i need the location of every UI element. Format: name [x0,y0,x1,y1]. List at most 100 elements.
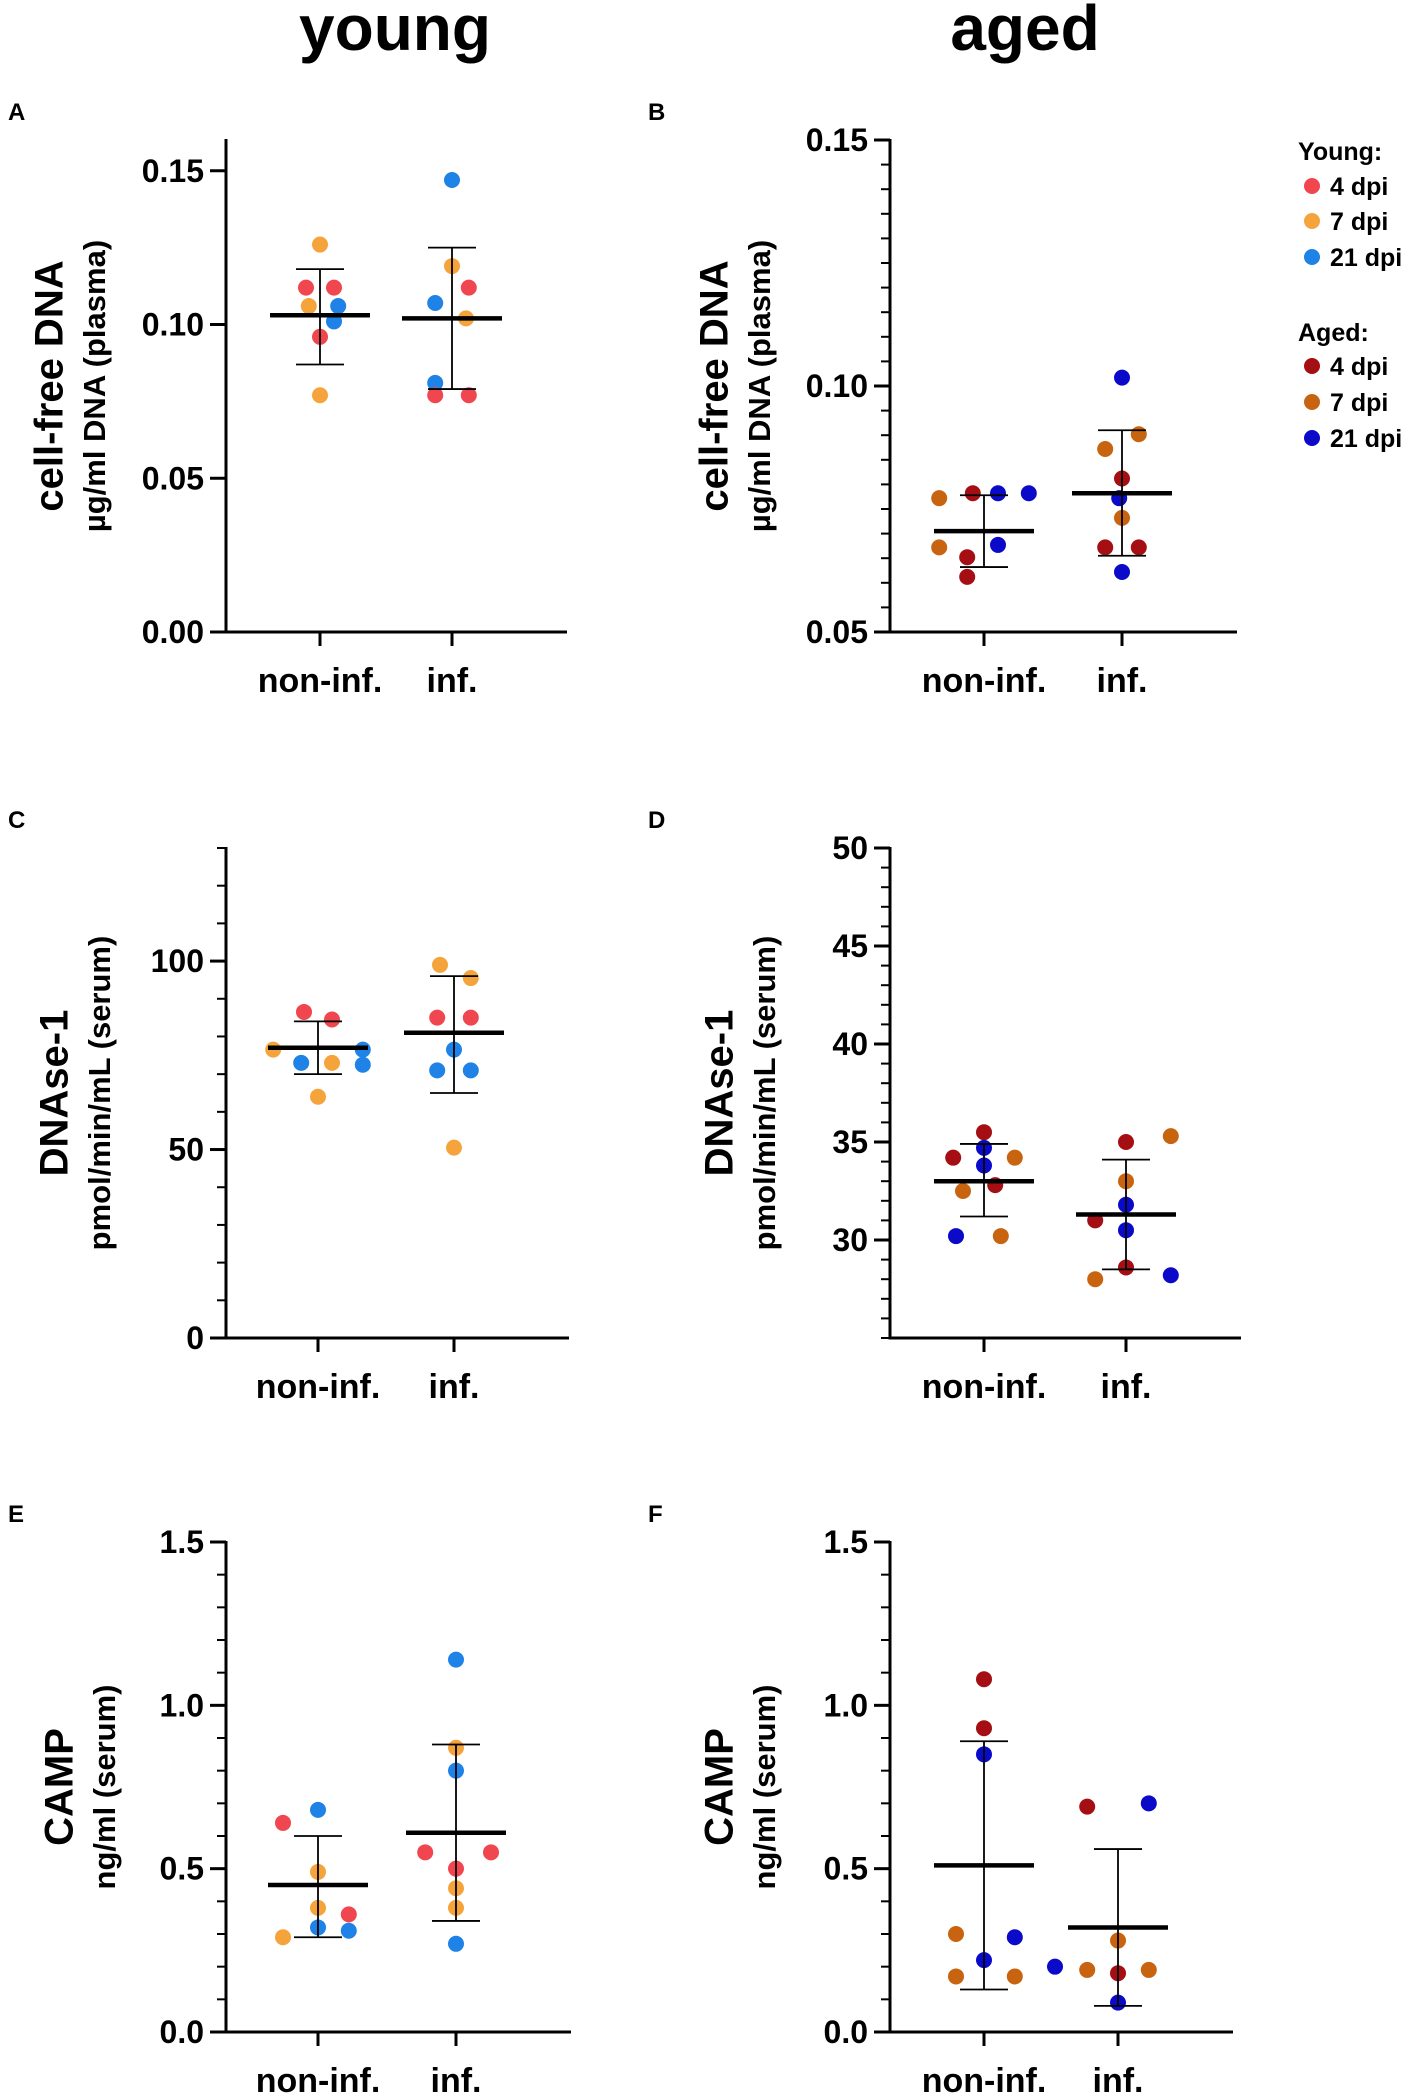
data-point-aged-21dpi [990,485,1006,502]
legend-aged-7dpi-label: 7 dpi [1330,389,1388,417]
y-tick-label: 0.00 [142,614,204,650]
data-point-young-21dpi [354,1056,371,1073]
data-point-aged-4dpi [1118,1134,1134,1150]
legend: Young: 4 dpi 7 dpi 21 dpi Aged: 4 dpi 7 … [1298,138,1402,453]
x-category-label: non-inf. [922,2062,1047,2093]
data-point-young-7dpi [432,956,448,973]
data-point-young-21dpi [293,1054,310,1071]
data-point-young-21dpi [448,1651,464,1668]
y-tick-label: 40 [832,1026,868,1062]
panel-e: E 0.0 0.5 1.0 1.5 non-inf. inf. CAMP ng/ml (seru… [8,1501,571,2093]
data-point-aged-21dpi [1047,1958,1063,1975]
y-axis-label: cell-free DNA [693,260,737,511]
data-point-aged-21dpi [1020,485,1037,502]
y-tick-label: 1.0 [160,1687,204,1723]
panel-letter: F [648,1501,663,1528]
panel-letter: A [8,99,25,126]
legend-aged-4dpi-marker [1304,358,1320,374]
y-tick-label: 0.05 [142,460,204,496]
data-point-aged-7dpi [1097,440,1114,457]
x-category-label: non-inf. [922,662,1047,700]
data-point-aged-7dpi [1006,1149,1023,1166]
data-point-young-21dpi [429,1062,446,1079]
legend-young-header: Young: [1298,138,1382,166]
y-axis-sublabel: pmol/min/mL (serum) [747,936,782,1251]
data-point-young-7dpi [446,1139,462,1156]
data-point-young-4dpi [429,1009,446,1026]
y-tick-label: 0.0 [160,2014,204,2050]
y-axis-label: DNAse-1 [33,1010,77,1177]
legend-aged-4dpi-label: 4 dpi [1330,353,1388,381]
y-tick-label: 1.5 [824,1524,868,1560]
x-category-label: inf. [1093,2062,1144,2093]
x-category-label: non-inf. [256,1368,381,1406]
y-tick-label: 0 [186,1320,204,1356]
legend-aged-21dpi-marker [1304,430,1320,446]
data-point-young-4dpi [427,387,444,404]
panel-a: A 0.00 0.05 0.10 0.15 non-inf. inf. cell-free D… [8,99,567,700]
x-category-label: inf. [1101,1368,1152,1406]
legend-young-7dpi-label: 7 dpi [1330,208,1388,236]
data-point-aged-4dpi [976,1720,992,1737]
data-point-aged-4dpi [959,549,976,566]
data-point-aged-4dpi [964,485,981,502]
data-point-aged-7dpi [1079,1961,1096,1978]
data-point-aged-4dpi [1079,1798,1096,1815]
legend-young-4dpi-marker [1304,178,1320,194]
y-axis-label: CAMP [698,1728,742,1846]
data-point-young-7dpi [310,1088,326,1105]
data-point-aged-21dpi [1140,1795,1157,1812]
panel-letter: D [648,807,665,834]
data-point-aged-7dpi [1006,1968,1023,1985]
y-tick-label: 0.5 [160,1851,204,1887]
data-point-aged-7dpi [948,1926,964,1942]
data-point-aged-4dpi [1097,539,1114,556]
y-tick-label: 0.10 [806,368,868,404]
data-point-aged-21dpi [1114,369,1130,386]
data-point-young-4dpi [275,1814,291,1831]
data-point-young-4dpi [460,387,477,404]
x-category-label: inf. [431,2062,482,2093]
legend-young-21dpi-label: 21 dpi [1330,244,1402,272]
y-tick-label: 1.0 [824,1687,868,1723]
x-category-label: non-inf. [922,1368,1047,1406]
data-point-young-4dpi [340,1906,357,1923]
panel-c: C 0 50 100 non-inf. inf. DNAse-1 pmol/min/mL (s… [8,807,569,1406]
column-title-aged: aged [950,0,1099,64]
y-tick-label: 0.15 [806,122,868,158]
data-point-aged-7dpi [948,1968,964,1985]
y-tick-label: 0.10 [142,307,204,343]
data-point-young-7dpi [462,970,479,987]
data-point-young-4dpi [298,279,314,296]
y-axis-label: DNAse-1 [698,1010,742,1177]
y-tick-label: 0.0 [824,2014,868,2050]
y-tick-label: 0.05 [806,614,868,650]
x-category-label: inf. [427,662,478,700]
y-tick-label: 50 [832,830,868,866]
panel-letter: E [8,1501,24,1528]
data-point-aged-7dpi [1087,1271,1104,1288]
data-point-aged-21dpi [948,1228,964,1245]
x-category-label: inf. [429,1368,480,1406]
y-axis-label: CAMP [38,1728,82,1846]
legend-young-7dpi-marker [1304,213,1320,229]
data-point-young-4dpi [326,279,342,296]
y-axis-sublabel: µg/ml DNA (plasma) [742,240,777,532]
x-category-label: inf. [1097,662,1148,700]
data-point-young-4dpi [462,1009,479,1026]
y-tick-label: 0.5 [824,1851,868,1887]
data-point-young-7dpi [275,1929,291,1946]
data-point-aged-4dpi [945,1149,962,1166]
y-axis-label: cell-free DNA [28,260,72,511]
data-point-young-21dpi [427,374,444,391]
legend-young-21dpi-marker [1304,249,1320,265]
legend-aged-21dpi-label: 21 dpi [1330,425,1402,453]
data-point-young-4dpi [417,1844,434,1861]
data-point-aged-7dpi [1130,426,1147,443]
y-axis-sublabel: ng/ml (serum) [87,1685,122,1890]
data-point-aged-7dpi [1162,1128,1179,1145]
panel-d: D 30 35 40 45 50 non-inf. inf. DNAse-1 pmol/min/m… [648,807,1241,1406]
y-tick-label: 1.5 [160,1524,204,1560]
legend-aged-7dpi-marker [1304,394,1320,410]
